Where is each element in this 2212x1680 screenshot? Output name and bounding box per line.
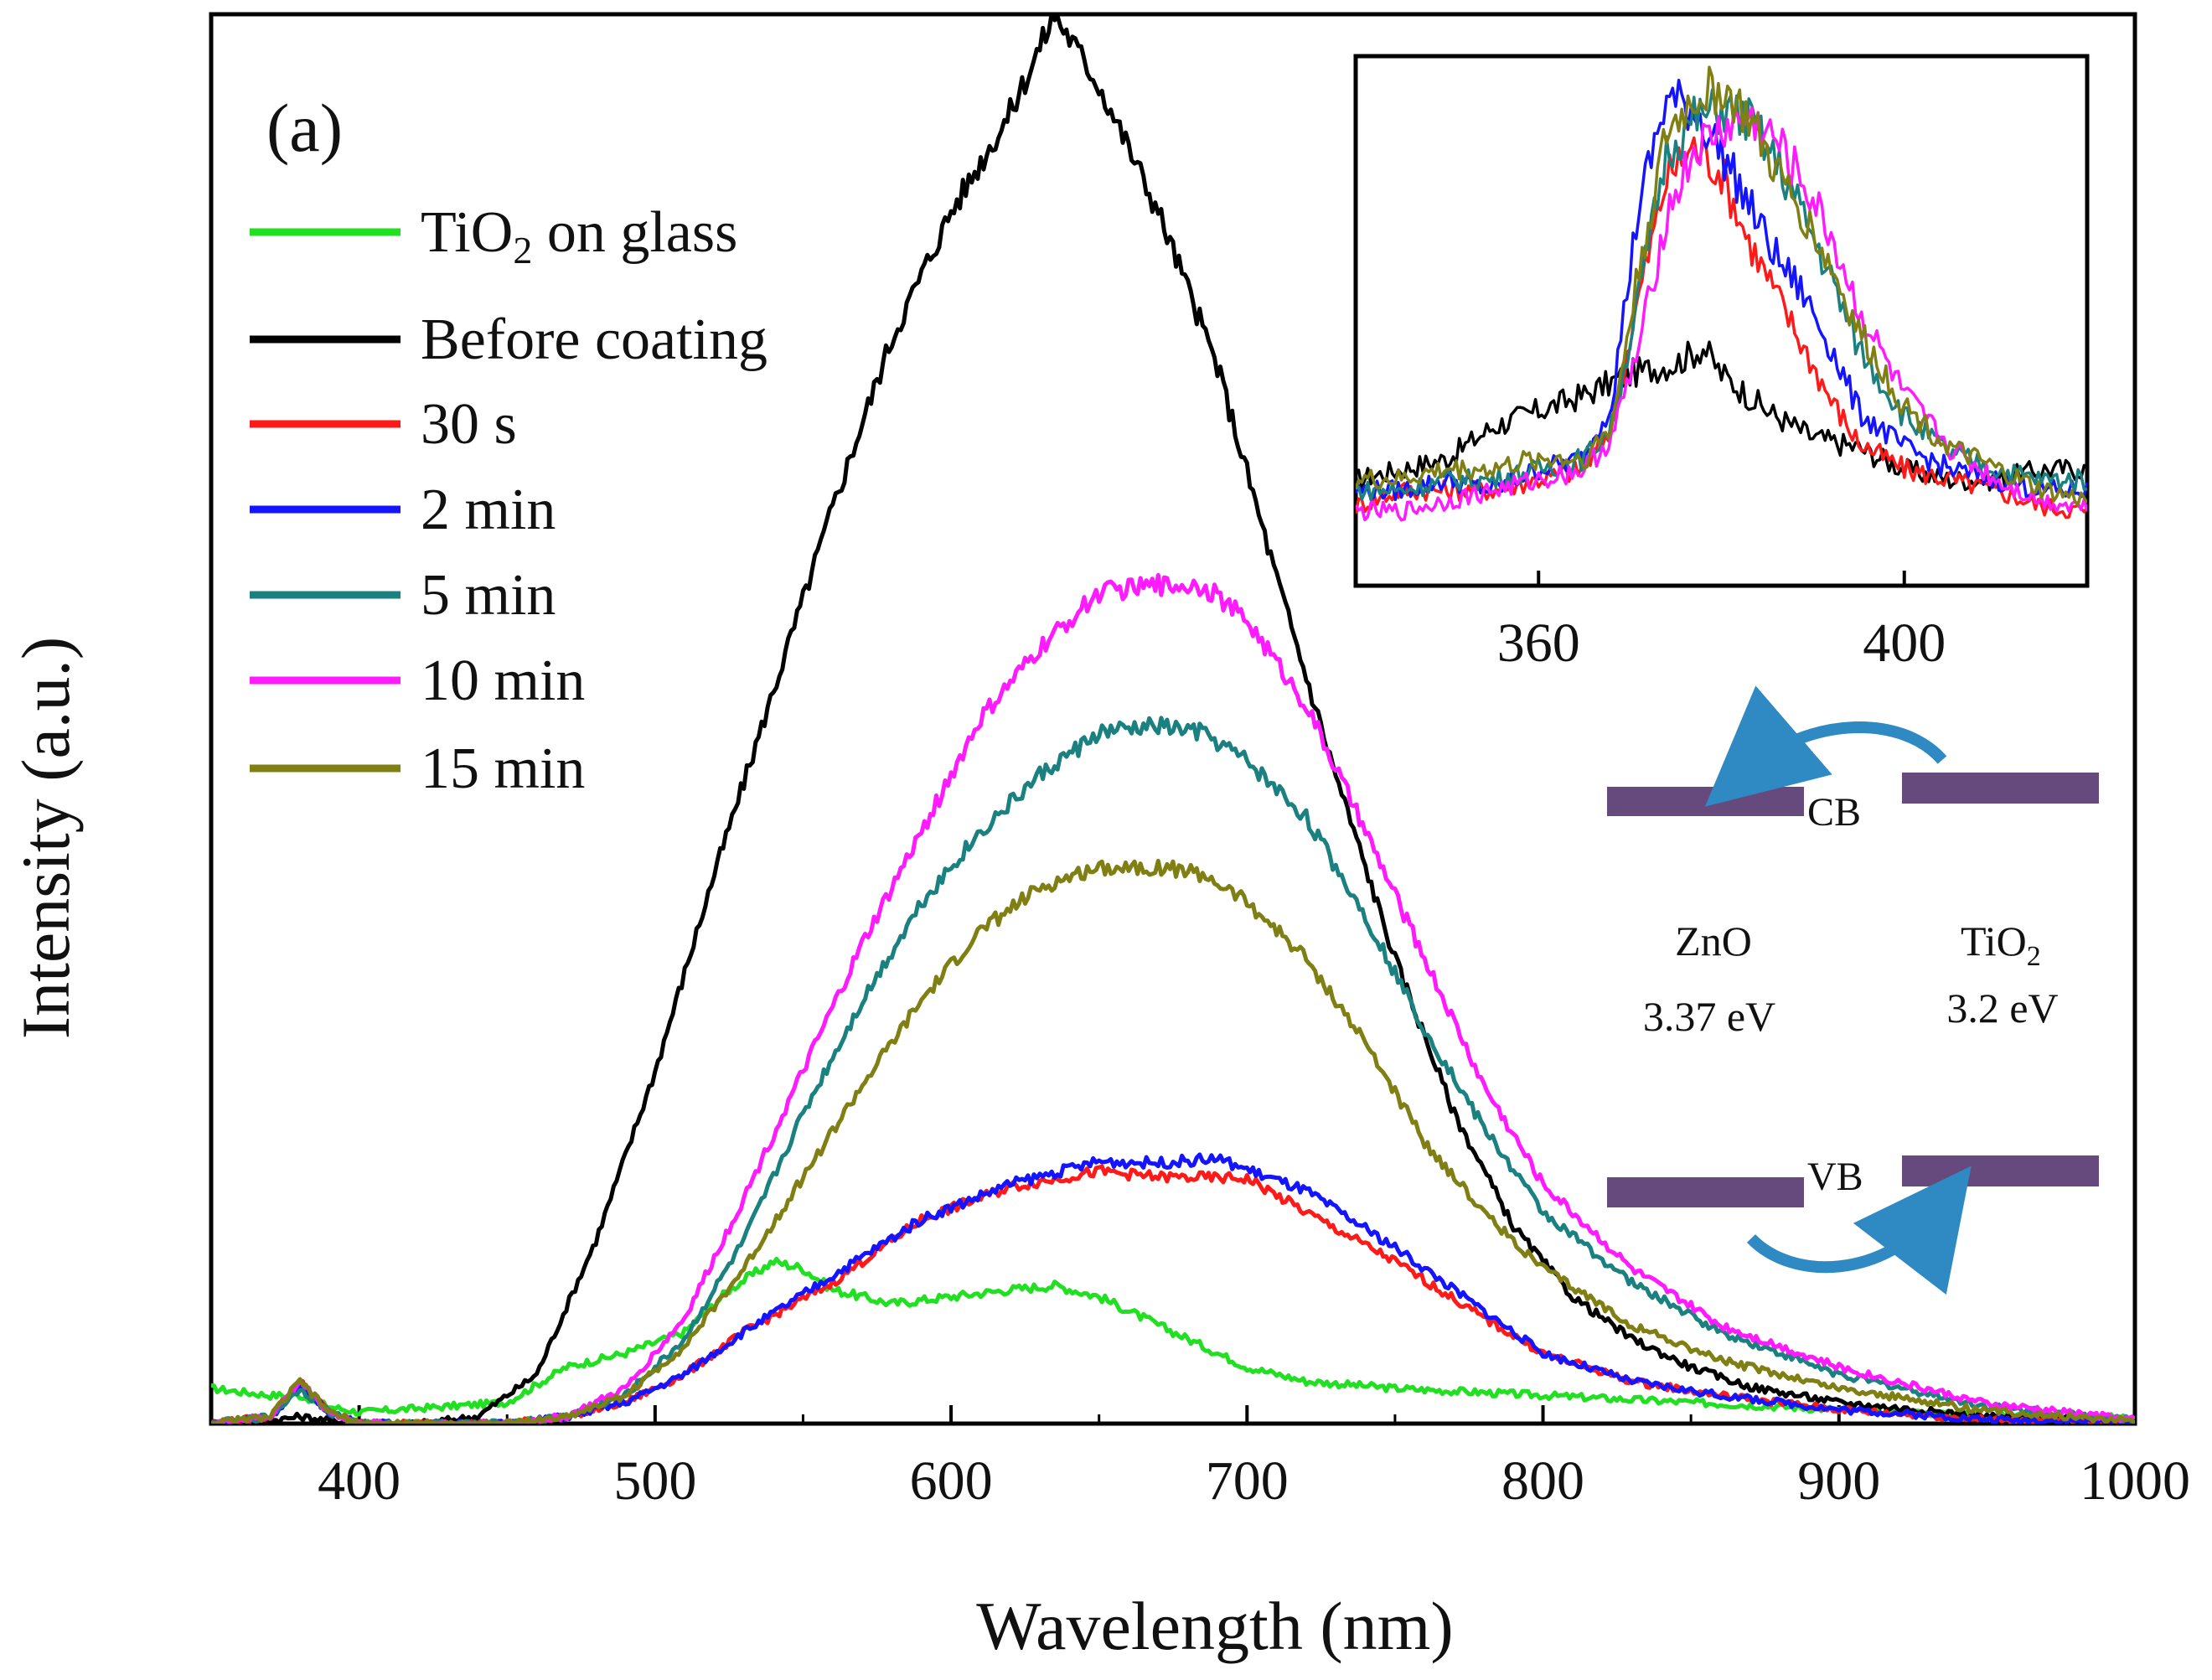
hole-transfer-arrow (1746, 1166, 1972, 1295)
inset-x-tick-label-360: 360 (1497, 613, 1580, 674)
main-series-tio2-on-glass (211, 1256, 2135, 1424)
legend-entry-2min: 2 min (250, 478, 556, 542)
legend-entry-before-coating: Before coating (250, 308, 767, 372)
x-axis-label: Wavelength (nm) (976, 1588, 1453, 1664)
zno-vb-bar (1607, 1177, 1804, 1207)
inset-series-group (1356, 65, 2087, 522)
legend: TiO2 on glass Before coating 30 s 2 min … (250, 200, 767, 801)
legend-entry-tio2-on-glass: TiO2 on glass (250, 200, 737, 271)
inset-series-before-coating (1356, 340, 2087, 492)
band-diagram: CB VB ZnO 3.37 eV TiO2 3.2 eV (1607, 685, 2099, 1295)
electron-transfer-arrow (1704, 685, 1947, 807)
main-x-tick-label-500: 500 (613, 1450, 696, 1512)
zno-gap-label: 3.37 eV (1643, 993, 1775, 1040)
main-x-tick-label-700: 700 (1206, 1450, 1289, 1512)
legend-label-5min: 5 min (421, 563, 556, 628)
legend-entry-10min: 10 min (250, 649, 585, 713)
tio2-vb-bar (1902, 1155, 2099, 1186)
legend-label-before-coating: Before coating (421, 308, 767, 372)
main-x-tick-label-800: 800 (1501, 1450, 1584, 1512)
main-x-tick-label-1000: 1000 (2080, 1450, 2190, 1512)
main-series-30-s (211, 1164, 2135, 1424)
y-axis-label: Intensity (a.u.) (8, 637, 84, 1039)
main-x-tick-label-600: 600 (910, 1450, 993, 1512)
tio2-cb-bar (1902, 773, 2099, 804)
main-series-group (211, 14, 2135, 1424)
inset-x-ticks: 360 400 (1497, 571, 1946, 674)
legend-label-10min: 10 min (421, 649, 585, 713)
main-x-ticks: 400 500 600 700 800 900 1000 (318, 1405, 2190, 1512)
legend-entry-15min: 15 min (250, 737, 585, 801)
main-x-tick-label-900: 900 (1797, 1450, 1880, 1512)
legend-label-tio2-on-glass: TiO2 on glass (421, 200, 737, 271)
inset-series-15-min (1356, 65, 2087, 507)
legend-entry-30s: 30 s (250, 392, 517, 457)
vb-label: VB (1807, 1155, 1863, 1199)
tio2-gap-label: 3.2 eV (1946, 985, 2058, 1031)
zno-cb-bar (1607, 787, 1804, 816)
inset-x-tick-label-400: 400 (1863, 613, 1946, 674)
panel-label: (a) (266, 90, 343, 166)
legend-label-2min: 2 min (421, 478, 556, 542)
zno-label: ZnO (1675, 918, 1752, 964)
legend-label-15min: 15 min (421, 737, 585, 801)
cb-label: CB (1807, 790, 1861, 835)
tio2-label: TiO2 (1961, 918, 2041, 972)
main-x-tick-label-400: 400 (318, 1450, 401, 1512)
main-series-before-coating (211, 14, 2135, 1424)
legend-entry-5min: 5 min (250, 563, 556, 628)
main-plot-frame (209, 12, 2137, 1426)
legend-label-30s: 30 s (421, 392, 517, 457)
main-series-15-min (211, 858, 2135, 1424)
